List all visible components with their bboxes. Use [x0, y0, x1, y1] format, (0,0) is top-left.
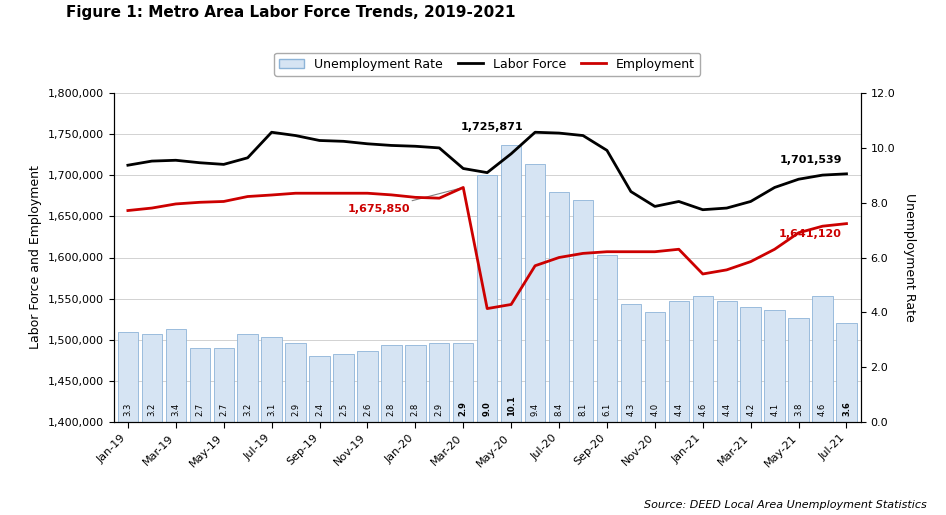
- Text: 2.8: 2.8: [411, 402, 420, 416]
- Bar: [405, 346, 426, 422]
- Bar: [333, 354, 354, 422]
- Bar: [741, 307, 761, 422]
- Bar: [261, 337, 282, 422]
- Bar: [525, 164, 545, 422]
- Text: 4.6: 4.6: [698, 402, 708, 416]
- Bar: [429, 342, 449, 422]
- Text: 2.5: 2.5: [339, 403, 348, 416]
- Bar: [692, 296, 713, 422]
- Bar: [286, 342, 306, 422]
- Bar: [309, 356, 330, 422]
- Text: Source: DEED Local Area Unemployment Statistics: Source: DEED Local Area Unemployment Sta…: [644, 500, 927, 510]
- Text: 3.4: 3.4: [171, 402, 181, 416]
- Text: 1,641,120: 1,641,120: [780, 229, 842, 239]
- Text: 6.1: 6.1: [603, 402, 611, 416]
- Bar: [142, 334, 162, 422]
- Text: 2.7: 2.7: [195, 402, 204, 416]
- Bar: [189, 348, 210, 422]
- Text: 2.9: 2.9: [291, 403, 300, 416]
- Bar: [716, 301, 737, 422]
- Legend: Unemployment Rate, Labor Force, Employment: Unemployment Rate, Labor Force, Employme…: [274, 53, 700, 76]
- Text: 4.2: 4.2: [746, 403, 755, 416]
- Bar: [117, 332, 138, 422]
- Text: 1,675,850: 1,675,850: [348, 188, 461, 214]
- Bar: [597, 255, 617, 422]
- Text: 3.8: 3.8: [794, 402, 803, 416]
- Bar: [764, 310, 785, 422]
- Text: 2.6: 2.6: [363, 402, 372, 416]
- Y-axis label: Labor Force and Employment: Labor Force and Employment: [29, 165, 43, 350]
- Bar: [358, 351, 377, 422]
- Text: 9.4: 9.4: [531, 403, 539, 416]
- Bar: [573, 200, 593, 422]
- Text: 8.4: 8.4: [554, 402, 564, 416]
- Text: 4.1: 4.1: [770, 403, 780, 416]
- Text: 3.3: 3.3: [123, 402, 132, 416]
- Bar: [501, 145, 521, 422]
- Text: 10.1: 10.1: [507, 395, 516, 416]
- Text: 9.0: 9.0: [482, 401, 492, 416]
- Bar: [477, 175, 498, 422]
- Text: 4.3: 4.3: [626, 402, 636, 416]
- Text: Figure 1: Metro Area Labor Force Trends, 2019-2021: Figure 1: Metro Area Labor Force Trends,…: [66, 5, 516, 20]
- Text: 3.1: 3.1: [267, 402, 276, 416]
- Text: 2.8: 2.8: [387, 402, 395, 416]
- Text: 1,701,539: 1,701,539: [780, 154, 842, 165]
- Text: 2.7: 2.7: [219, 402, 228, 416]
- Text: 2.4: 2.4: [315, 403, 324, 416]
- Text: 3.2: 3.2: [243, 402, 253, 416]
- Bar: [453, 342, 473, 422]
- Bar: [836, 323, 857, 422]
- Text: 4.4: 4.4: [674, 403, 683, 416]
- Text: 3.6: 3.6: [842, 401, 851, 416]
- Bar: [381, 346, 401, 422]
- Text: 1,725,871: 1,725,871: [461, 122, 523, 132]
- Bar: [644, 313, 665, 422]
- Y-axis label: Unemployment Rate: Unemployment Rate: [903, 193, 916, 322]
- Text: 2.9: 2.9: [459, 401, 467, 416]
- Bar: [669, 301, 689, 422]
- Text: 4.6: 4.6: [818, 402, 827, 416]
- Bar: [166, 329, 186, 422]
- Text: 4.4: 4.4: [722, 403, 731, 416]
- Text: 8.1: 8.1: [579, 402, 587, 416]
- Bar: [214, 348, 234, 422]
- Text: 4.0: 4.0: [650, 403, 659, 416]
- Text: 3.2: 3.2: [148, 402, 156, 416]
- Text: 2.9: 2.9: [435, 403, 444, 416]
- Bar: [813, 296, 832, 422]
- Bar: [237, 334, 258, 422]
- Bar: [788, 318, 809, 422]
- Bar: [549, 192, 569, 422]
- Bar: [621, 304, 641, 422]
